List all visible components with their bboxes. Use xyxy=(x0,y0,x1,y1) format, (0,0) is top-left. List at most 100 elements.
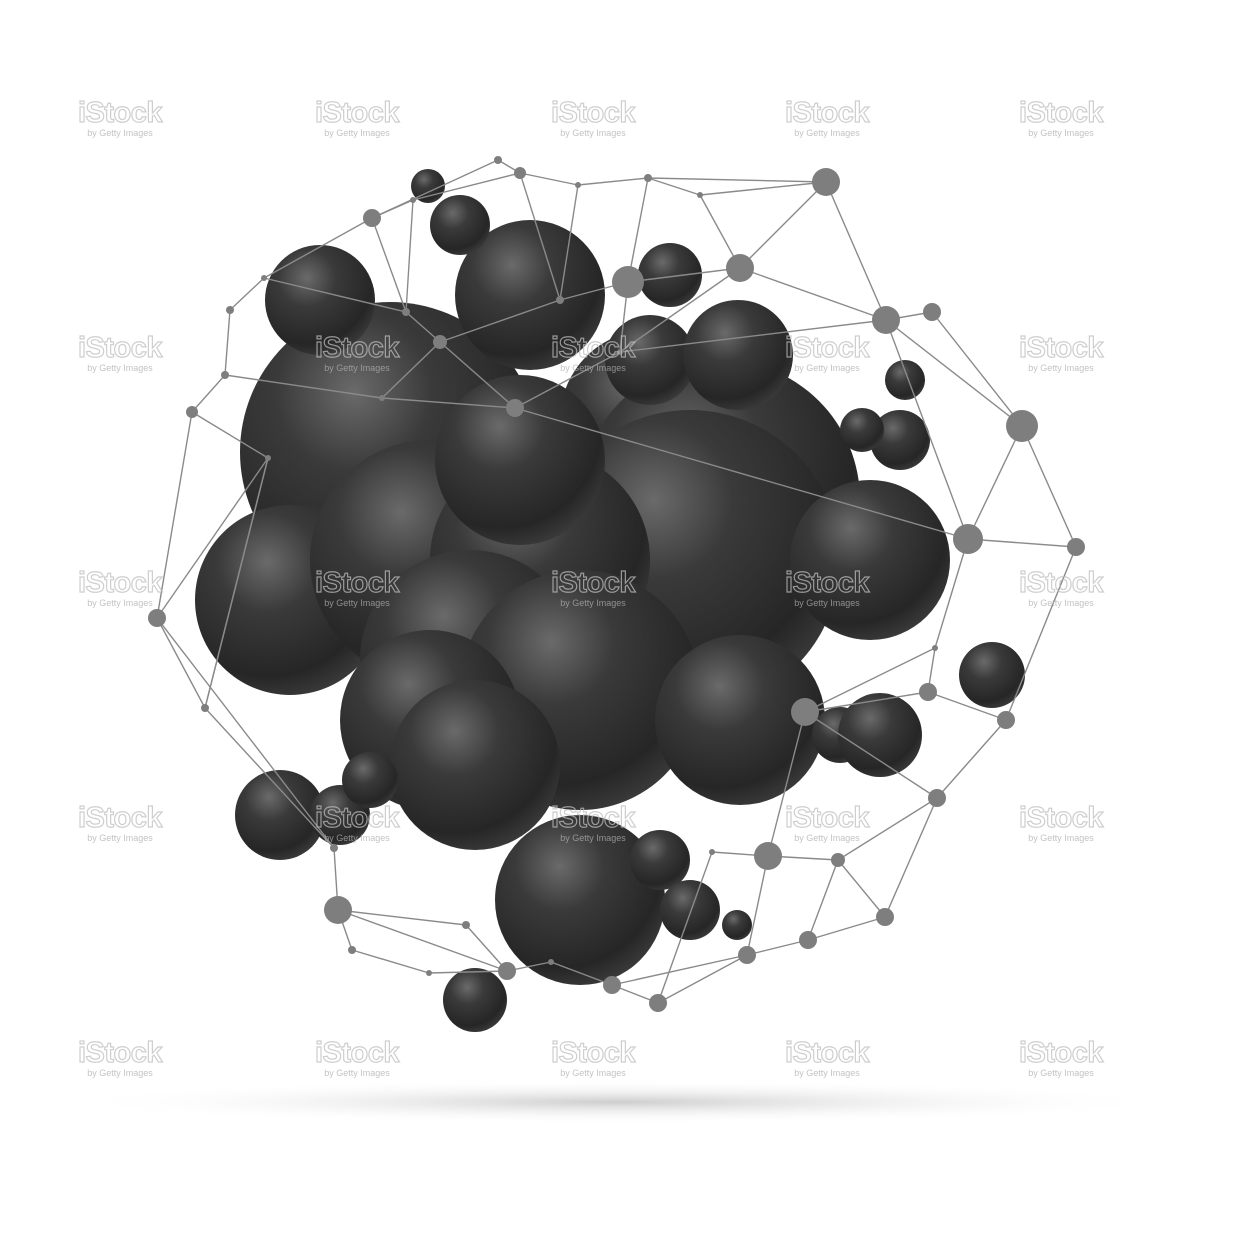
ground-shadow xyxy=(57,1080,1177,1124)
wireframe-node xyxy=(617,349,623,355)
wireframe-edge xyxy=(767,711,806,857)
wireframe-edge xyxy=(439,299,561,343)
wireframe-node xyxy=(556,296,564,304)
wireframe-node xyxy=(1067,538,1085,556)
wireframe-node xyxy=(348,946,356,954)
wireframe-node xyxy=(426,970,432,976)
wireframe-node xyxy=(754,842,782,870)
wireframe-node xyxy=(997,711,1015,729)
wireframe-node xyxy=(363,209,381,227)
wireframe-edge xyxy=(156,617,206,709)
wireframe-node xyxy=(148,609,166,627)
wireframe-node xyxy=(923,303,941,321)
wireframe-node xyxy=(872,306,900,334)
wireframe-edge xyxy=(627,177,649,283)
wireframe-node xyxy=(186,406,198,418)
wireframe-network xyxy=(148,156,1085,1012)
wireframe-node xyxy=(928,789,946,807)
wireframe-node xyxy=(226,306,234,314)
wireframe-edge xyxy=(967,538,1077,548)
wireframe-edge xyxy=(927,691,1007,721)
wireframe-edge xyxy=(936,719,1007,799)
sphere xyxy=(683,300,793,410)
sphere xyxy=(655,635,825,805)
wireframe-node xyxy=(738,946,756,964)
wireframe-edge xyxy=(699,181,827,196)
sphere xyxy=(495,815,665,985)
wireframe-edge xyxy=(647,177,827,183)
wireframe-edge xyxy=(263,277,407,313)
wireframe-edge xyxy=(627,267,741,283)
wireframe-node xyxy=(330,844,338,852)
wireframe-node xyxy=(644,174,652,182)
wireframe-edge xyxy=(519,172,561,301)
wireframe-edge xyxy=(337,909,467,926)
wireframe-node xyxy=(201,704,209,712)
wireframe-node xyxy=(379,395,385,401)
sphere xyxy=(885,360,925,400)
sphere xyxy=(959,642,1025,708)
sphere xyxy=(390,680,560,850)
wireframe-edge xyxy=(837,797,938,861)
sphere xyxy=(455,220,605,370)
wireframe-edge xyxy=(514,351,621,409)
wireframe-edge xyxy=(807,916,886,941)
wireframe-edge xyxy=(804,647,936,713)
wireframe-edge xyxy=(381,397,516,409)
wireframe-node xyxy=(575,182,581,188)
wireframe-edge xyxy=(739,267,887,321)
wireframe-edge xyxy=(967,425,1023,540)
wireframe-node xyxy=(498,962,516,980)
wireframe-node xyxy=(462,921,470,929)
wireframe-node xyxy=(506,399,524,417)
wireframe-node xyxy=(932,645,938,651)
wireframe-edge xyxy=(191,374,226,413)
wireframe-edge xyxy=(885,319,1023,427)
sphere xyxy=(790,480,950,640)
sphere xyxy=(722,910,752,940)
wireframe-edge xyxy=(263,217,373,279)
wireframe-edge xyxy=(191,411,269,459)
wireframe-edge xyxy=(746,855,769,956)
wireframe-node xyxy=(514,167,526,179)
wireframe-edge xyxy=(371,217,407,313)
wireframe-edge xyxy=(807,859,839,941)
wireframe-edge xyxy=(156,617,335,849)
sphere xyxy=(870,410,930,470)
wireframe-node xyxy=(265,455,271,461)
wireframe-edge xyxy=(1021,425,1077,548)
wireframe-edge xyxy=(156,411,193,619)
wireframe-node xyxy=(812,168,840,196)
sphere xyxy=(838,693,922,777)
sphere xyxy=(265,245,375,355)
wireframe-edge xyxy=(371,159,499,219)
wireframe-edge xyxy=(519,172,579,186)
wireframe-node xyxy=(799,931,817,949)
wireframe-node xyxy=(791,698,819,726)
wireframe-edge xyxy=(739,181,827,269)
wireframe-edge xyxy=(428,970,508,974)
wireframe-node xyxy=(1006,410,1038,442)
wireframe-edge xyxy=(657,851,713,1004)
wireframe-edge xyxy=(804,691,929,713)
wireframe-edge xyxy=(884,797,938,918)
sphere xyxy=(430,195,490,255)
wireframe-node xyxy=(221,371,229,379)
wireframe-node xyxy=(697,192,703,198)
wireframe-edge xyxy=(156,457,269,619)
wireframe-edge xyxy=(577,177,649,186)
sphere xyxy=(660,880,720,940)
wireframe-edge xyxy=(934,538,969,649)
wireframe-edge xyxy=(405,311,441,343)
wireframe-edge xyxy=(224,374,383,399)
sphere-cluster xyxy=(195,169,1025,1032)
wireframe-edge xyxy=(229,277,265,311)
sphere xyxy=(630,830,690,890)
wireframe-edge xyxy=(224,309,231,376)
wireframe-edge xyxy=(837,859,886,918)
wireframe-edge xyxy=(931,311,1023,427)
wireframe-edge xyxy=(885,319,969,540)
wireframe-edge xyxy=(204,707,335,849)
